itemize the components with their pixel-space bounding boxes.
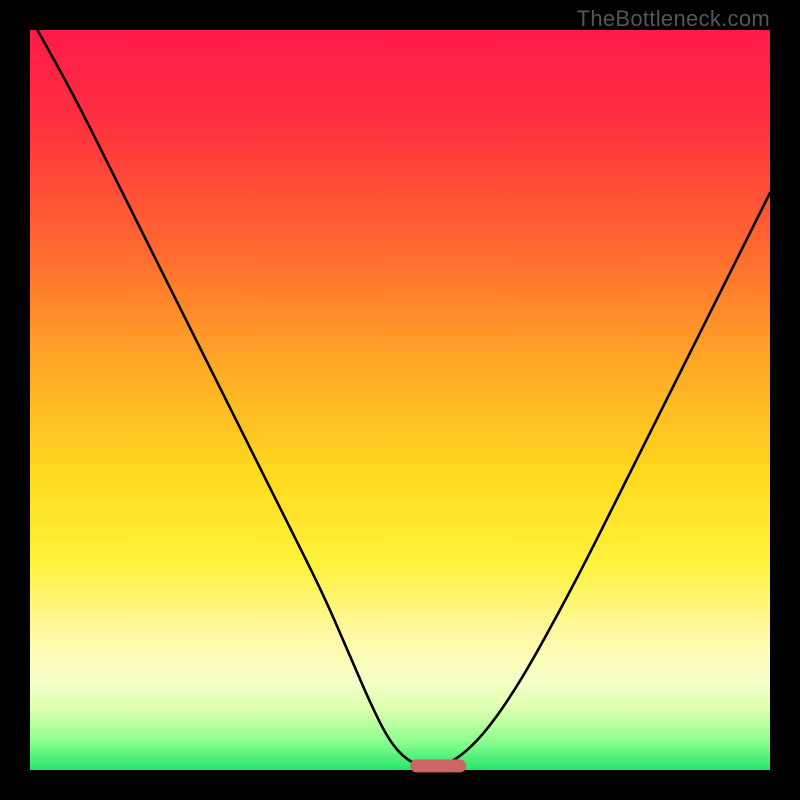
chart-background-gradient	[30, 30, 770, 770]
watermark-text: TheBottleneck.com	[577, 6, 770, 32]
optimal-point-marker	[411, 759, 467, 772]
bottleneck-chart	[30, 30, 770, 770]
